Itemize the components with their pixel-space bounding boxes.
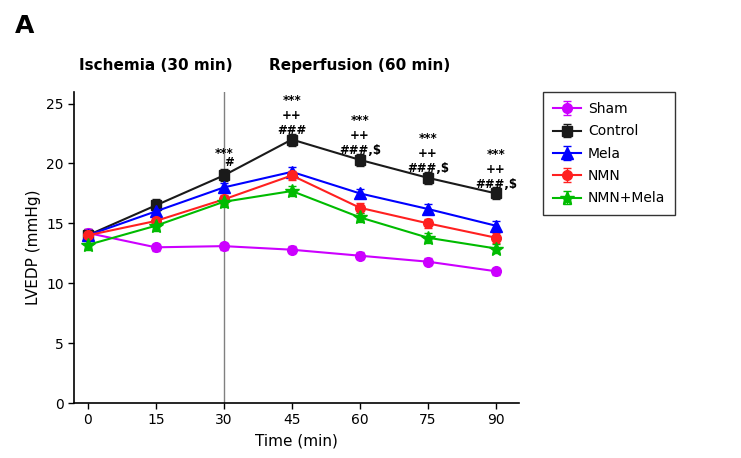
Legend: Sham, Control, Mela, NMN, NMN+Mela: Sham, Control, Mela, NMN, NMN+Mela: [543, 93, 675, 215]
Text: ***
++
###,$: *** ++ ###,$: [339, 114, 381, 158]
Y-axis label: LVEDP (mmHg): LVEDP (mmHg): [25, 190, 41, 305]
Text: Reperfusion (60 min): Reperfusion (60 min): [269, 58, 451, 73]
Text: ***
++
###: *** ++ ###: [277, 94, 307, 137]
Text: ***: ***: [214, 147, 233, 160]
Text: #: #: [224, 157, 233, 169]
Text: ***
++
###,$: *** ++ ###,$: [407, 132, 449, 175]
Text: Ischemia (30 min): Ischemia (30 min): [79, 58, 233, 73]
Text: A: A: [15, 14, 34, 38]
X-axis label: Time (min): Time (min): [255, 433, 338, 448]
Text: ***
++
###,$: *** ++ ###,$: [475, 148, 517, 191]
